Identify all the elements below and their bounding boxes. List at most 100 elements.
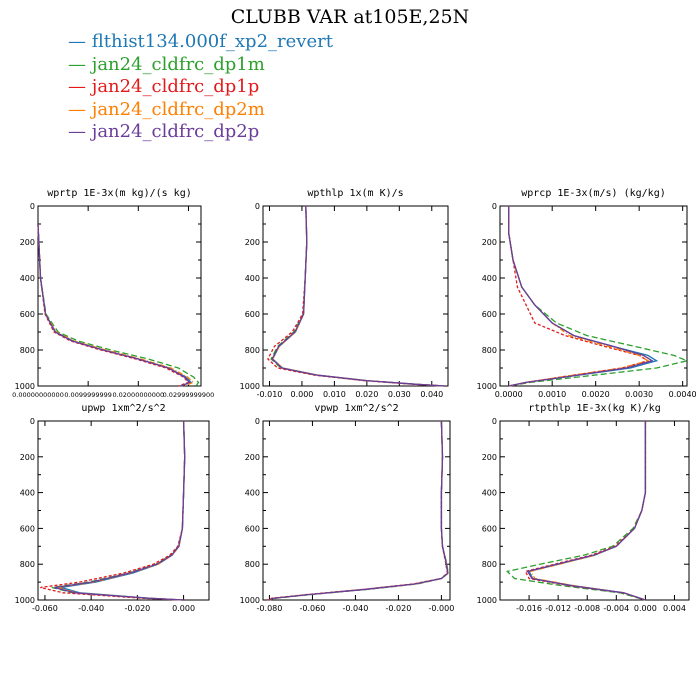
x-tick-label: 0.0099999999 [64,391,112,399]
x-tick-label: 0.000 [172,604,195,613]
x-tick-label: 0.0040 [669,390,697,399]
plot-title: rtpthlp 1E-3x(kg K)/kg [528,403,660,414]
x-tick-label: -0.016 [516,604,542,613]
x-tick-label: 0.010 [323,390,346,399]
y-tick-label: 0 [255,202,260,211]
series-line [51,420,186,601]
series-line [270,205,445,387]
series-line [40,420,186,601]
x-tick-label: 0.0030 [625,390,653,399]
x-tick-label: -0.060 [32,604,58,613]
y-tick-label: 800 [245,560,260,569]
legend-swatch: — [68,98,92,120]
x-tick-label: -0.020 [124,604,150,613]
x-tick-label: -0.008 [574,604,600,613]
y-tick-label: 800 [482,560,497,569]
x-tick-label: -0.040 [78,604,104,613]
y-tick-label: 1000 [240,382,260,391]
legend-item: — jan24_cldfrc_dp1p [68,76,333,99]
y-tick-label: 0 [492,202,497,211]
y-tick-label: 400 [20,274,35,283]
x-tick-label: 0.00000000000 [12,391,64,399]
series-line [508,206,650,387]
legend-item: — jan24_cldfrc_dp2p [68,121,333,144]
y-tick-label: 1000 [240,596,260,605]
series-line [267,205,445,387]
y-tick-label: 400 [245,274,260,283]
y-tick-label: 800 [245,346,260,355]
legend-item: — jan24_cldfrc_dp2m [68,99,333,122]
x-tick-label: -0.020 [386,604,412,613]
x-tick-label: 0.000 [290,390,313,399]
series-line [60,420,186,601]
y-tick-label: 600 [482,524,497,533]
x-tick-label: 0.02999999900 [163,391,215,399]
y-tick-label: 400 [245,489,260,498]
x-tick-label: 0.02000000000 [112,391,164,399]
series-line [37,223,190,387]
y-tick-label: 200 [245,238,260,247]
y-tick-label: 1000 [15,382,35,391]
series-line [54,420,186,601]
series-line [269,420,450,601]
legend-swatch: — [68,121,92,142]
y-tick-label: 200 [20,453,35,462]
series-line [508,206,650,387]
series-line [269,420,449,601]
series-line [269,420,449,601]
y-tick-label: 600 [20,310,35,319]
plot-title: wpthlp 1x(m K)/s [307,188,403,199]
y-tick-label: 800 [20,560,35,569]
legend-swatch: — [68,53,92,75]
y-tick-label: 1000 [477,382,497,391]
y-tick-label: 400 [20,489,35,498]
x-tick-label: 0.020 [355,390,378,399]
y-tick-label: 600 [482,310,497,319]
series-line [528,421,647,601]
x-tick-label: 0.0000 [495,390,523,399]
series-line [271,205,445,387]
series-line [505,421,647,601]
x-tick-label: -0.080 [257,604,283,613]
legend-label: jan24_cldfrc_dp1m [91,53,265,75]
y-tick-label: 800 [482,346,497,355]
plot-title: vpwp 1xm^2/s^2 [314,403,398,414]
x-tick-label: -0.000 [429,604,455,613]
x-tick-label: 0.0020 [582,390,610,399]
legend-label: flthist134.000f_xp2_revert [91,31,333,52]
y-tick-label: 0 [30,417,35,426]
y-tick-label: 1000 [15,596,35,605]
series-line [267,420,449,601]
plot-title: upwp 1xm^2/s^2 [81,403,165,414]
x-tick-label: -0.010 [257,390,283,399]
series-line [529,421,647,601]
y-tick-label: 200 [20,238,35,247]
y-tick-label: 600 [245,524,260,533]
series-line [508,206,654,387]
series-line [269,420,449,601]
x-tick-label: 0.0010 [538,390,566,399]
x-tick-label: -0.012 [545,604,571,613]
x-tick-label: -0.004 [603,604,629,613]
y-tick-label: 200 [245,453,260,462]
series-line [37,223,191,387]
x-tick-label: 0.030 [388,390,411,399]
plot-frame [262,420,451,601]
legend-item: — jan24_cldfrc_dp1m [68,54,333,77]
series-line [508,206,690,387]
y-tick-label: 600 [245,310,260,319]
plot-frame [262,205,449,387]
legend-label: jan24_cldfrc_dp1p [91,76,260,97]
legend-label: jan24_cldfrc_dp2p [91,121,260,142]
y-tick-label: 200 [482,238,497,247]
plot-frame [37,205,202,387]
legend-swatch: — [68,76,92,97]
y-tick-label: 400 [482,274,497,283]
x-tick-label: -0.060 [300,604,326,613]
series-line [526,421,647,601]
y-tick-label: 200 [482,453,497,462]
figure-title: CLUBB VAR at105E,25N [230,6,470,28]
legend-swatch: — [68,31,92,52]
y-tick-label: 800 [20,346,35,355]
